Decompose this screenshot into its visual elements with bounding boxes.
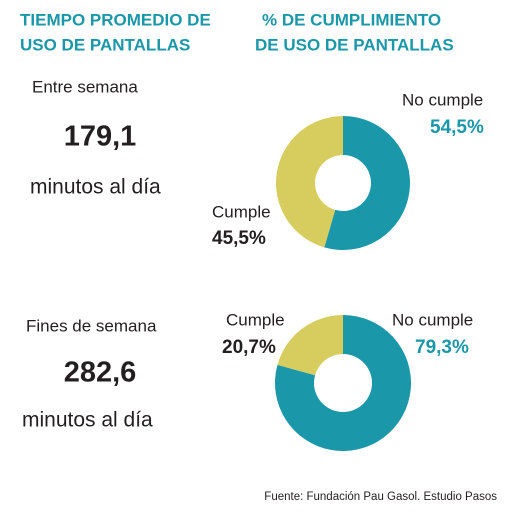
value-label: 20,7% <box>222 337 276 358</box>
right-heading: DE USO DE PANTALLAS <box>255 35 454 54</box>
stat-value: 282,6 <box>64 357 137 389</box>
stat-label: Fines de semana <box>26 316 157 335</box>
category-label: No cumple <box>402 90 483 109</box>
left-heading: TIEMPO PROMEDIO DE <box>20 10 211 29</box>
source: Fuente: Fundación Pau Gasol. Estudio Pas… <box>264 491 497 503</box>
right-heading: % DE CUMPLIMIENTO <box>262 10 441 29</box>
category-label: No cumple <box>392 310 473 329</box>
stat-value: 179,1 <box>64 121 137 153</box>
value-label: 79,3% <box>415 337 469 358</box>
slice <box>324 116 410 250</box>
stat-unit: minutos al día <box>30 176 161 199</box>
stat-label: Entre semana <box>32 77 138 96</box>
slice <box>275 315 411 451</box>
stat-unit: minutos al día <box>22 409 153 432</box>
slice <box>276 116 343 248</box>
value-label: 54,5% <box>430 117 484 138</box>
category-label: Cumple <box>226 310 285 329</box>
left-heading: USO DE PANTALLAS <box>20 35 190 54</box>
category-label: Cumple <box>212 202 271 221</box>
slice <box>277 315 343 376</box>
value-label: 45,5% <box>212 228 266 249</box>
